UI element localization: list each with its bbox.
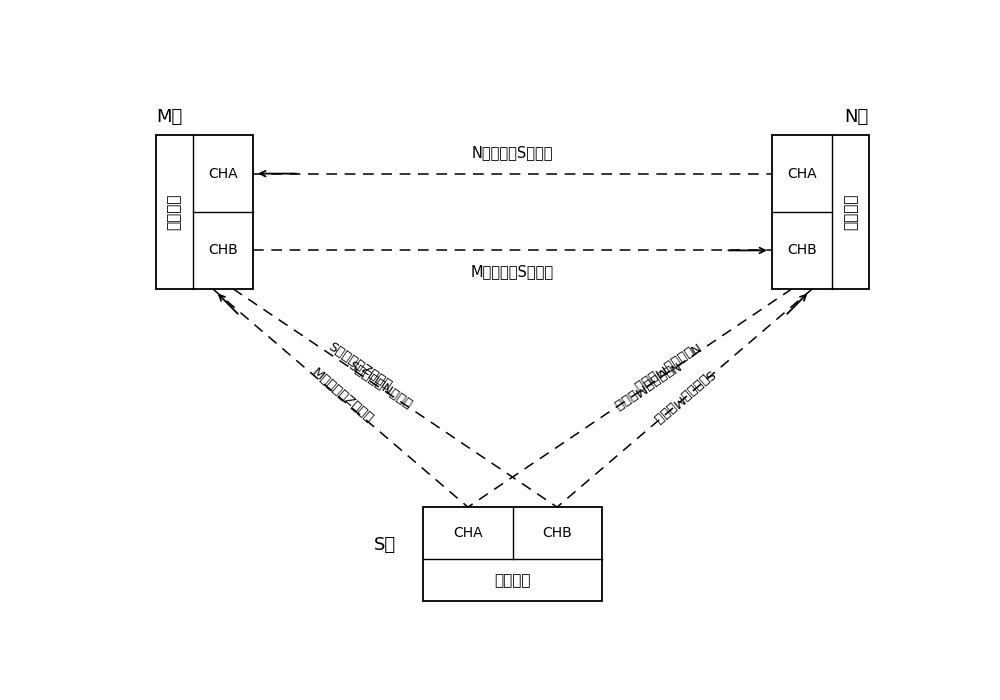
Text: CHB: CHB [208,244,238,258]
Text: CHB: CHB [787,244,817,258]
Text: 保护装置: 保护装置 [494,573,531,588]
Text: S侧信息、M侧信息: S侧信息、M侧信息 [650,366,716,426]
Text: CHA: CHA [453,526,483,540]
Text: 保护装置: 保护装置 [843,194,858,230]
Text: CHA: CHA [787,167,817,181]
Text: S侧: S侧 [374,536,396,554]
Text: N侧: N侧 [845,108,869,125]
Text: N侧信息、S侧信息: N侧信息、S侧信息 [472,145,553,160]
Text: CHA: CHA [208,167,238,181]
Text: N侧信息、M侧信息: N侧信息、M侧信息 [629,340,701,393]
Text: CHB: CHB [542,526,572,540]
Text: M侧信息、Z侧信息: M侧信息、Z侧信息 [309,366,375,426]
Text: S侧信息、Z侧信息: S侧信息、Z侧信息 [326,340,394,392]
Text: S侧信息、N侧信息: S侧信息、N侧信息 [346,358,415,411]
Bar [156,135,253,289]
Bar [423,507,602,601]
Text: N侧信息、M侧信息: N侧信息、M侧信息 [609,358,680,412]
Text: M侧信息、S侧信息: M侧信息、S侧信息 [471,264,554,279]
Bar [772,135,869,289]
Text: M侧: M侧 [156,108,182,125]
Text: 保护装置: 保护装置 [167,194,182,230]
